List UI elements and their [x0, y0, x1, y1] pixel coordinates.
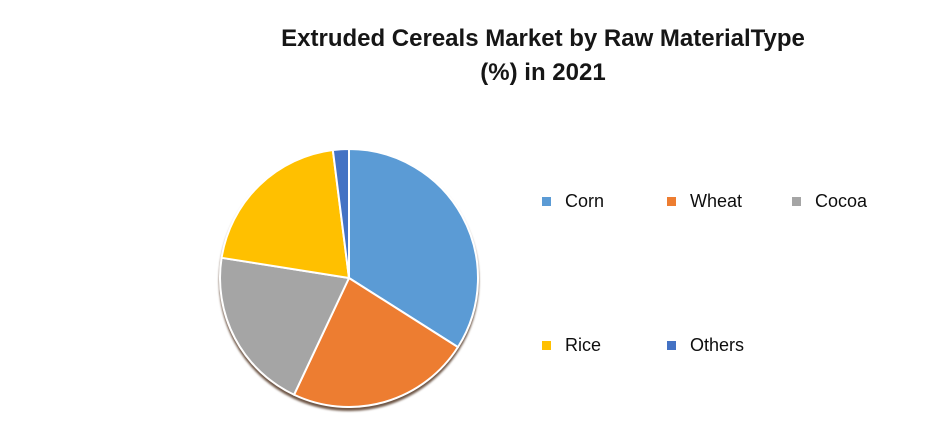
chart-legend: Corn Wheat Cocoa Rice Others: [530, 0, 940, 448]
legend-label-others: Others: [690, 334, 745, 355]
pie-slice-cocoa: [219, 256, 350, 396]
legend-swatch-wheat-icon: [667, 196, 676, 206]
legend-item-corn: Corn: [542, 190, 604, 212]
legend-swatch-cocoa-icon: [792, 196, 801, 206]
legend-label-rice: Rice: [565, 334, 602, 355]
legend-label-cocoa: Cocoa: [815, 190, 868, 211]
legend-item-others: Others: [667, 334, 744, 356]
legend-label-wheat: Wheat: [690, 190, 743, 211]
legend-swatch-rice-icon: [542, 340, 551, 350]
legend-swatch-others-icon: [667, 340, 676, 350]
pie-slice-rice: [220, 149, 350, 279]
legend-item-wheat: Wheat: [667, 190, 742, 212]
legend-item-cocoa: Cocoa: [792, 190, 867, 212]
legend-item-rice: Rice: [542, 334, 601, 356]
pie-slice-wheat: [293, 277, 459, 408]
pie-slice-others: [331, 148, 350, 279]
chart-title: Extruded Cereals Market by Raw MaterialT…: [281, 25, 805, 86]
pie-chart: [219, 148, 479, 408]
legend-swatch-corn-icon: [542, 196, 551, 206]
legend-label-corn: Corn: [565, 190, 605, 211]
